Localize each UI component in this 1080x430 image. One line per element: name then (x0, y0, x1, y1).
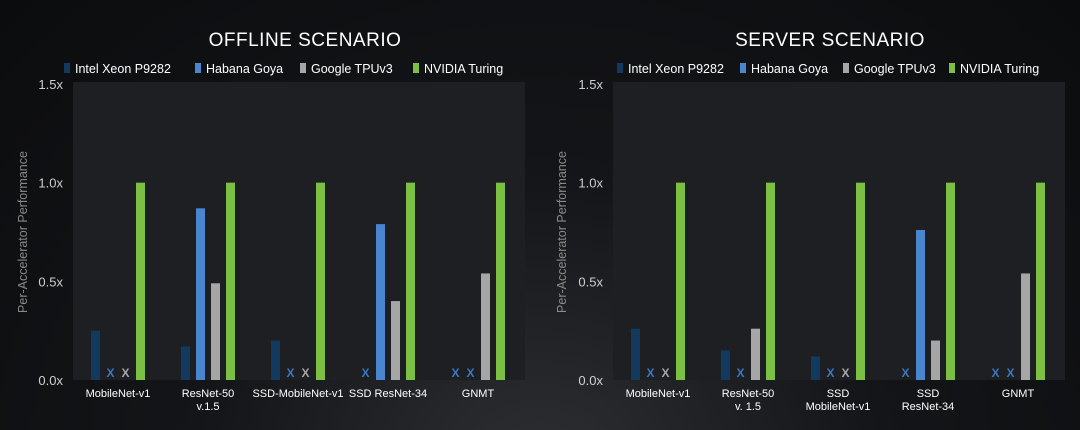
legend-swatch (195, 63, 201, 73)
legend-swatch (413, 63, 419, 73)
missing-result-marker: X (121, 366, 129, 380)
missing-result-marker: X (736, 366, 744, 380)
chart-title: OFFLINE SCENARIO (209, 30, 402, 51)
missing-result-marker: X (1006, 366, 1014, 380)
bar (226, 182, 235, 380)
bar (136, 182, 145, 380)
legend-swatch (64, 63, 70, 73)
missing-result-marker: X (661, 366, 669, 380)
missing-result-marker: X (106, 366, 114, 380)
x-tick-label: MobileNet-v1 (806, 401, 871, 413)
bar (856, 182, 865, 380)
y-axis-label: Per-Accelerator Performance (555, 151, 569, 313)
bar (211, 283, 220, 380)
server-scenario-chart: SERVER SCENARIO Intel Xeon P9282 Habana Go… (555, 30, 1065, 413)
legend-swatch (300, 63, 306, 73)
offline-scenario-chart: OFFLINE SCENARIO Intel Xeon P9282 Habana G… (16, 30, 525, 413)
y-tick-label: 1.5x (38, 77, 63, 92)
legend-label: Habana Goya (206, 62, 283, 76)
legend-swatch (949, 63, 955, 73)
bar (496, 182, 505, 380)
x-tick-label: v.1.5 (196, 401, 219, 413)
x-tick-label: SSD ResNet-34 (349, 388, 427, 400)
bar (946, 182, 955, 380)
legend-label: Google TPUv3 (854, 62, 936, 76)
bar (316, 182, 325, 380)
legend-label: NVIDIA Turing (424, 62, 503, 76)
missing-result-marker: X (301, 366, 309, 380)
missing-result-marker: X (991, 366, 999, 380)
missing-result-marker: X (841, 366, 849, 380)
bar (751, 328, 760, 380)
legend-label: Google TPUv3 (311, 62, 393, 76)
legend-label: Intel Xeon P9282 (75, 62, 171, 76)
missing-result-marker: X (646, 366, 654, 380)
missing-result-marker: X (361, 366, 369, 380)
missing-result-marker: X (826, 366, 834, 380)
chart-title: SERVER SCENARIO (735, 30, 925, 51)
x-tick-label: v. 1.5 (735, 401, 761, 413)
missing-result-marker: X (466, 366, 474, 380)
x-tick-label: GNMT (462, 388, 495, 400)
y-tick-label: 1.0x (38, 176, 63, 191)
y-tick-label: 0.5x (578, 274, 603, 289)
bar (721, 350, 730, 380)
bar (631, 328, 640, 380)
bar (766, 182, 775, 380)
x-tick-label: MobileNet-v1 (86, 388, 151, 400)
plot-area (613, 82, 1065, 380)
missing-result-marker: X (286, 366, 294, 380)
legend-swatch (843, 63, 849, 73)
y-tick-label: 1.0x (578, 176, 603, 191)
legend-swatch (740, 63, 746, 73)
missing-result-marker: X (451, 366, 459, 380)
bar (916, 230, 925, 380)
bar (931, 340, 940, 380)
legend-label: NVIDIA Turing (960, 62, 1039, 76)
x-tick-label: ResNet-34 (902, 401, 955, 413)
missing-result-marker: X (901, 366, 909, 380)
y-tick-label: 1.5x (578, 77, 603, 92)
y-axis-label: Per-Accelerator Performance (16, 151, 30, 313)
x-tick-label: ResNet-50 (182, 388, 235, 400)
bar (811, 356, 820, 380)
bar (406, 182, 415, 380)
x-tick-label: ResNet-50 (722, 388, 775, 400)
bar (376, 224, 385, 380)
plot-area (73, 82, 525, 380)
bar (481, 273, 490, 380)
x-tick-label: MobileNet-v1 (626, 388, 691, 400)
y-tick-label: 0.0x (578, 373, 603, 388)
bar (1036, 182, 1045, 380)
bar (181, 346, 190, 380)
legend-swatch (617, 63, 623, 73)
y-tick-label: 0.5x (38, 274, 63, 289)
y-tick-label: 0.0x (38, 373, 63, 388)
x-tick-label: SSD-MobileNet-v1 (252, 388, 343, 400)
bar (676, 182, 685, 380)
x-tick-label: SSD (917, 388, 940, 400)
bar (271, 340, 280, 380)
x-tick-label: SSD (827, 388, 850, 400)
bar (196, 208, 205, 380)
x-tick-label: GNMT (1002, 388, 1035, 400)
bar (391, 301, 400, 380)
legend-label: Intel Xeon P9282 (628, 62, 724, 76)
bar (91, 330, 100, 380)
legend-label: Habana Goya (751, 62, 828, 76)
bar (1021, 273, 1030, 380)
